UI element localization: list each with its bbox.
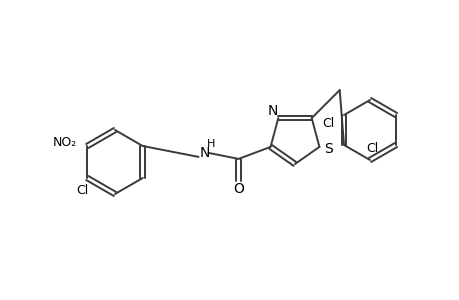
Text: N: N (199, 146, 209, 160)
Text: Cl: Cl (76, 184, 88, 196)
Text: N: N (268, 104, 278, 118)
Text: NO₂: NO₂ (53, 136, 77, 148)
Text: H: H (206, 139, 214, 149)
Text: O: O (233, 182, 243, 196)
Text: Cl: Cl (365, 142, 377, 154)
Text: S: S (323, 142, 332, 156)
Text: Cl: Cl (321, 116, 333, 130)
